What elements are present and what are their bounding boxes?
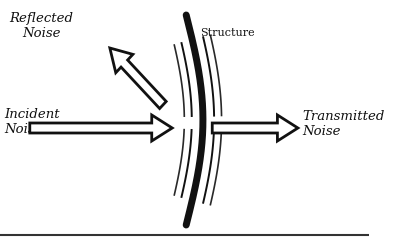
Polygon shape: [110, 48, 166, 108]
Text: Structure: Structure: [200, 28, 255, 38]
Polygon shape: [30, 115, 172, 141]
Text: Transmitted
Noise: Transmitted Noise: [303, 110, 385, 138]
Text: Incident
Noise: Incident Noise: [5, 108, 60, 136]
Text: Reflected
Noise: Reflected Noise: [10, 12, 73, 40]
Polygon shape: [212, 115, 298, 141]
